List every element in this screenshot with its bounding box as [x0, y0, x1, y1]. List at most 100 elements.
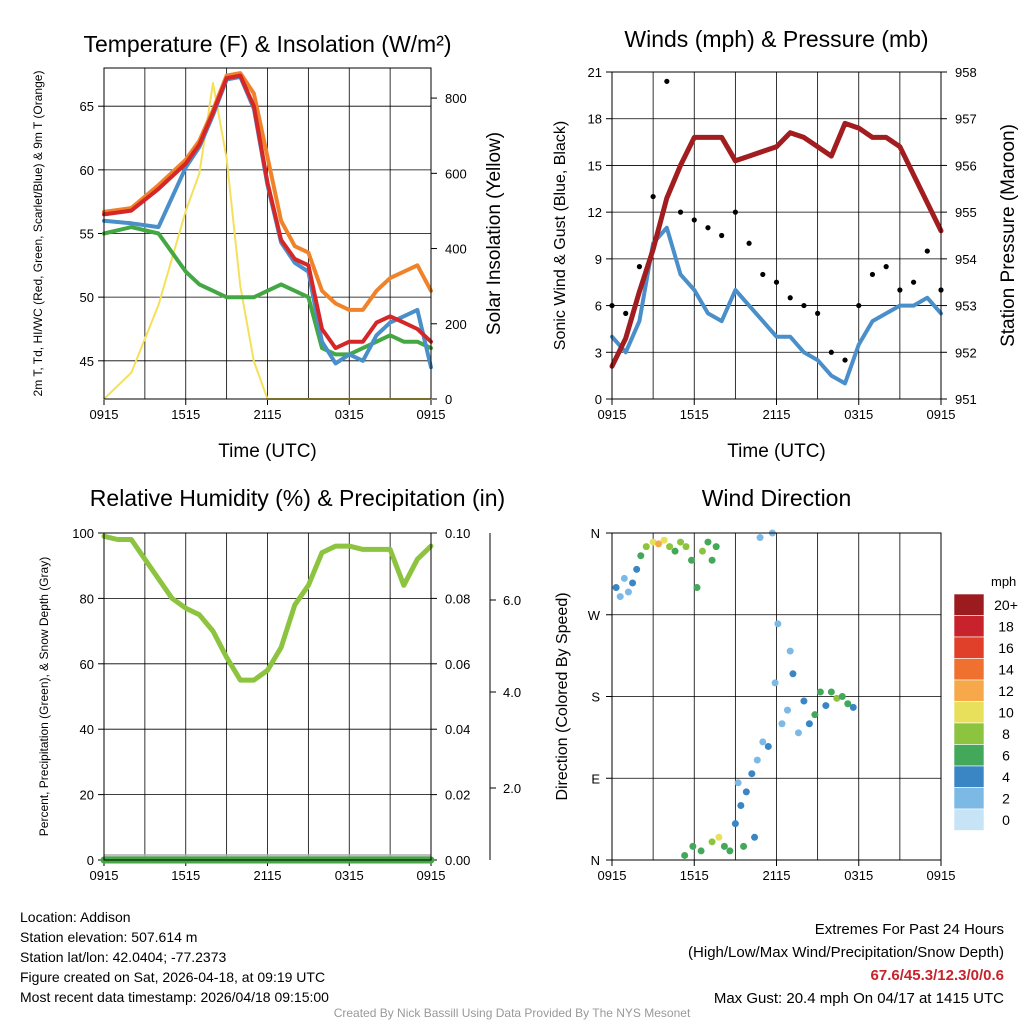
direction-point — [708, 838, 716, 846]
x-tick-label-3: 1515 — [680, 868, 709, 883]
direction-point — [827, 688, 835, 696]
x-axis-label-temperature: Time (UTC) — [218, 441, 317, 462]
legend-label: 16 — [998, 640, 1014, 656]
station-info: Location: Addison Station elevation: 507… — [20, 907, 329, 1007]
legend-swatch — [953, 765, 985, 788]
direction-point — [811, 711, 819, 719]
snow-axis-tick-label: 4.0 — [503, 685, 521, 700]
y2-tick-label-2: 0.10 — [445, 526, 470, 541]
y2-tick-label-1: 957 — [955, 112, 977, 127]
x-tick-label-0: 0315 — [335, 407, 364, 422]
gust-point — [883, 264, 889, 270]
extremes-block: Extremes For Past 24 Hours (High/Low/Max… — [688, 918, 1004, 1010]
direction-point — [616, 593, 624, 601]
direction-point — [740, 842, 748, 850]
x-tick-label-0: 2115 — [254, 407, 282, 422]
direction-point — [655, 540, 663, 548]
legend-label: 12 — [998, 683, 1014, 699]
legend-swatch — [953, 593, 985, 616]
direction-point — [833, 694, 841, 702]
y2-tick-label-1: 953 — [955, 299, 977, 314]
gust-point — [636, 264, 643, 270]
y-tick-label-0: 45 — [80, 354, 94, 369]
elevation-text: Station elevation: 507.614 m — [20, 929, 198, 945]
legend-label: 20+ — [994, 597, 1018, 613]
direction-point — [688, 556, 696, 564]
y-tick-label-2: 0 — [87, 853, 94, 868]
x-tick-label-0: 1515 — [171, 407, 200, 422]
latlon-text: Station lat/lon: 42.0404; -77.2373 — [20, 949, 227, 965]
direction-point — [800, 697, 808, 705]
y2-tick-label-2: 0.02 — [445, 788, 470, 803]
direction-point — [844, 700, 852, 708]
direction-point — [682, 543, 690, 551]
gust-point — [732, 209, 738, 215]
direction-point — [774, 620, 782, 628]
extremes-subtitle: (High/Low/Max Wind/Precipitation/Snow De… — [688, 944, 1004, 961]
y-tick-label-0: 60 — [80, 163, 94, 178]
legend-swatch — [953, 658, 985, 681]
direction-point — [794, 729, 802, 737]
gust-point — [801, 302, 807, 309]
direction-tick-label: W — [588, 608, 601, 623]
x-tick-label-3: 0915 — [598, 868, 627, 883]
direction-point — [660, 536, 668, 544]
x-axis-label-winds: Time (UTC) — [727, 441, 826, 462]
direction-point — [712, 543, 720, 551]
direction-tick-label: N — [591, 526, 600, 541]
direction-point — [838, 693, 846, 700]
direction-point — [620, 574, 628, 582]
plot-frame-2 — [103, 532, 432, 861]
direction-point — [677, 538, 685, 546]
y-tick-label-1: 12 — [588, 205, 602, 220]
y-tick-label-2: 40 — [80, 722, 94, 737]
legend-swatch — [953, 744, 985, 767]
gust-point — [910, 279, 917, 285]
credit-text: Created By Nick Bassill Using Data Provi… — [333, 1006, 691, 1020]
y-tick-label-2: 20 — [80, 788, 94, 803]
direction-point — [689, 842, 697, 850]
x-tick-label-3: 0915 — [927, 868, 956, 883]
y2-tick-label-1: 954 — [955, 252, 977, 267]
plot-frame-1 — [611, 71, 942, 400]
legend-swatch — [953, 636, 985, 659]
direction-point — [704, 538, 712, 546]
gust-point — [677, 209, 684, 215]
direction-point — [748, 770, 756, 778]
series-line-station-pressure — [609, 120, 944, 369]
extremes-title: Extremes For Past 24 Hours — [814, 921, 1004, 938]
direction-point — [805, 720, 813, 728]
legend-label: 2 — [1002, 791, 1010, 807]
y2-axis-label-insolation: Solar Insolation (Yellow) — [484, 132, 505, 335]
location-text: Location: Addison — [20, 909, 131, 925]
direction-point — [715, 833, 723, 841]
direction-point — [666, 543, 674, 551]
direction-point — [756, 534, 764, 542]
y2-tick-label-0: 200 — [445, 317, 467, 332]
y2-tick-label-1: 956 — [955, 158, 977, 173]
y2-tick-label-0: 600 — [445, 166, 467, 181]
direction-point — [649, 538, 657, 546]
snow-axis-tick-label: 2.0 — [503, 781, 521, 796]
snow-axis-tick-label: 6.0 — [503, 593, 521, 608]
x-tick-label-0: 0915 — [90, 407, 119, 422]
y-axis-label-winds: Sonic Wind & Gust (Blue, Black) — [552, 121, 569, 350]
y2-tick-label-1: 958 — [955, 65, 977, 80]
chart-title-winds: Winds (mph) & Pressure (mb) — [624, 26, 928, 52]
y2-tick-label-2: 0.04 — [445, 722, 470, 737]
series-line-2m-t — [102, 73, 433, 351]
direction-point — [778, 720, 786, 728]
x-tick-label-3: 2115 — [763, 868, 791, 883]
gust-point — [842, 357, 848, 363]
y2-tick-label-0: 0 — [445, 392, 452, 407]
x-tick-label-1: 0315 — [844, 407, 873, 422]
x-tick-label-0: 0915 — [417, 407, 446, 422]
gust-point — [705, 225, 711, 231]
y-tick-label-0: 65 — [80, 99, 94, 114]
y-tick-label-1: 15 — [588, 158, 602, 173]
direction-tick-label: S — [591, 690, 600, 705]
y2-tick-label-2: 0.06 — [445, 657, 470, 672]
legend-swatch — [953, 808, 985, 831]
direction-point — [633, 565, 641, 573]
